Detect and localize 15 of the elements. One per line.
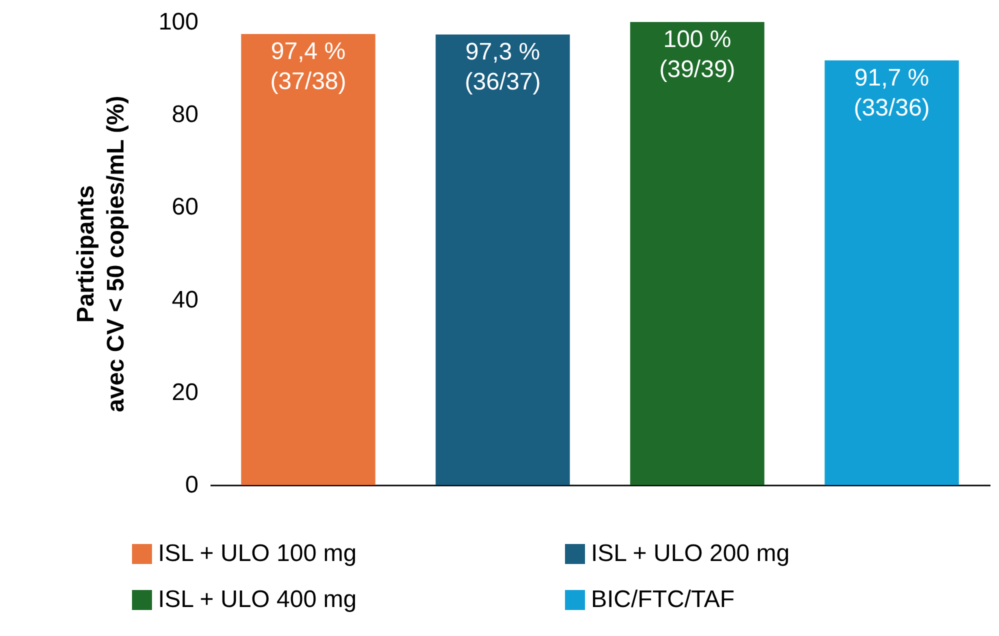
- data-label: 100 % (39/39): [659, 26, 736, 83]
- data-label: 91,7 % (33/36): [854, 64, 930, 122]
- legend-label: ISL + ULO 400 mg: [158, 586, 357, 613]
- data-label: 97,4 % (37/38): [270, 38, 346, 96]
- y-tick-label: 40: [172, 286, 198, 314]
- legend-label: BIC/FTC/TAF: [591, 586, 735, 613]
- data-label: 97,3 % (36/37): [464, 38, 541, 96]
- y-tick-label: 60: [172, 194, 198, 221]
- y-tick-label: 0: [185, 472, 198, 498]
- y-axis-title: Participants avec CV < 50 copies/mL (%): [72, 96, 130, 412]
- y-tick-label: 80: [172, 101, 198, 128]
- legend-label: ISL + ULO 200 mg: [591, 540, 790, 567]
- legend-label: ISL + ULO 100 mg: [158, 540, 357, 567]
- y-tick-label: 20: [172, 378, 198, 406]
- y-tick-label: 100: [158, 8, 198, 36]
